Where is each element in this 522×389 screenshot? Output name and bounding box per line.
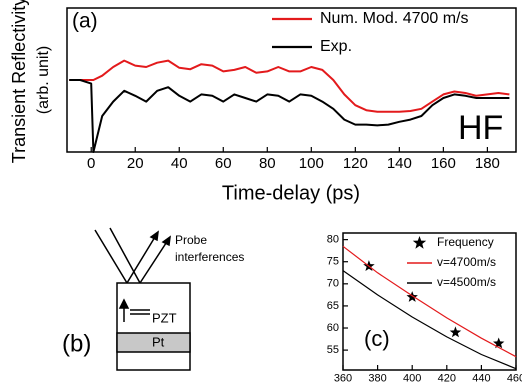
y-tick-label: 70 — [327, 278, 339, 290]
x-tick-label: 400 — [403, 373, 421, 385]
beam — [109, 227, 141, 284]
x-tick-label: 440 — [472, 373, 490, 385]
y-axis-label: Transient Reflectivity — [9, 0, 29, 163]
x-tick-label: 460 — [507, 373, 522, 385]
legend-marker — [412, 236, 427, 249]
legend-label: Frequency — [437, 235, 494, 249]
beam — [94, 229, 128, 284]
y-axis-label: (arb. unit) — [35, 46, 52, 114]
beam — [126, 231, 159, 284]
legend-label: Exp. — [320, 38, 352, 55]
x-tick-label: 120 — [343, 155, 368, 172]
x-tick-label: 140 — [387, 155, 412, 172]
probe-label: Probe — [175, 233, 207, 247]
annotation: HF — [458, 109, 503, 147]
x-tick-label: 80 — [259, 155, 276, 172]
legend-label: v=4500m/s — [437, 275, 496, 289]
x-axis-label: Time-delay (ps) — [222, 182, 360, 204]
x-tick-label: 20 — [127, 155, 144, 172]
diagram — [94, 227, 191, 371]
x-tick-label: 420 — [438, 373, 456, 385]
data-line — [69, 79, 510, 153]
y-tick-label: 75 — [327, 256, 339, 268]
arrow-head — [161, 235, 171, 247]
beam — [139, 236, 171, 284]
x-tick-label: 160 — [431, 155, 456, 172]
y-tick-label: 65 — [327, 300, 339, 312]
x-tick-label: 380 — [368, 373, 386, 385]
x-tick-label: 40 — [171, 155, 188, 172]
panel-label: (c) — [364, 326, 390, 351]
y-tick-label: 60 — [327, 322, 339, 334]
pt-layer — [116, 332, 191, 353]
layer-label: PZT — [152, 310, 177, 325]
legend-label: Num. Mod. 4700 m/s — [320, 10, 469, 27]
probe-label: interferences — [175, 250, 244, 264]
star-marker — [493, 337, 505, 349]
legend-label: v=4700m/s — [437, 255, 496, 269]
y-tick-label: 80 — [327, 234, 339, 246]
sample-box — [116, 282, 191, 371]
plot-frame — [342, 232, 517, 371]
x-tick-label: 360 — [334, 373, 352, 385]
data-line — [342, 245, 517, 358]
y-tick-label: 55 — [327, 344, 339, 356]
star-marker — [449, 326, 462, 338]
layer-label: Pt — [152, 334, 165, 349]
x-tick-label: 180 — [475, 155, 500, 172]
x-tick-label: 60 — [215, 155, 232, 172]
arrow-head — [118, 298, 130, 309]
plot-frame — [66, 7, 517, 153]
x-tick-label: 0 — [87, 155, 95, 172]
arrow-head — [149, 230, 159, 242]
panel-label: (b) — [62, 330, 91, 357]
x-tick-label: 100 — [299, 155, 324, 172]
data-line — [69, 59, 510, 113]
data-line — [342, 270, 517, 370]
panel-label: (a) — [72, 10, 98, 33]
